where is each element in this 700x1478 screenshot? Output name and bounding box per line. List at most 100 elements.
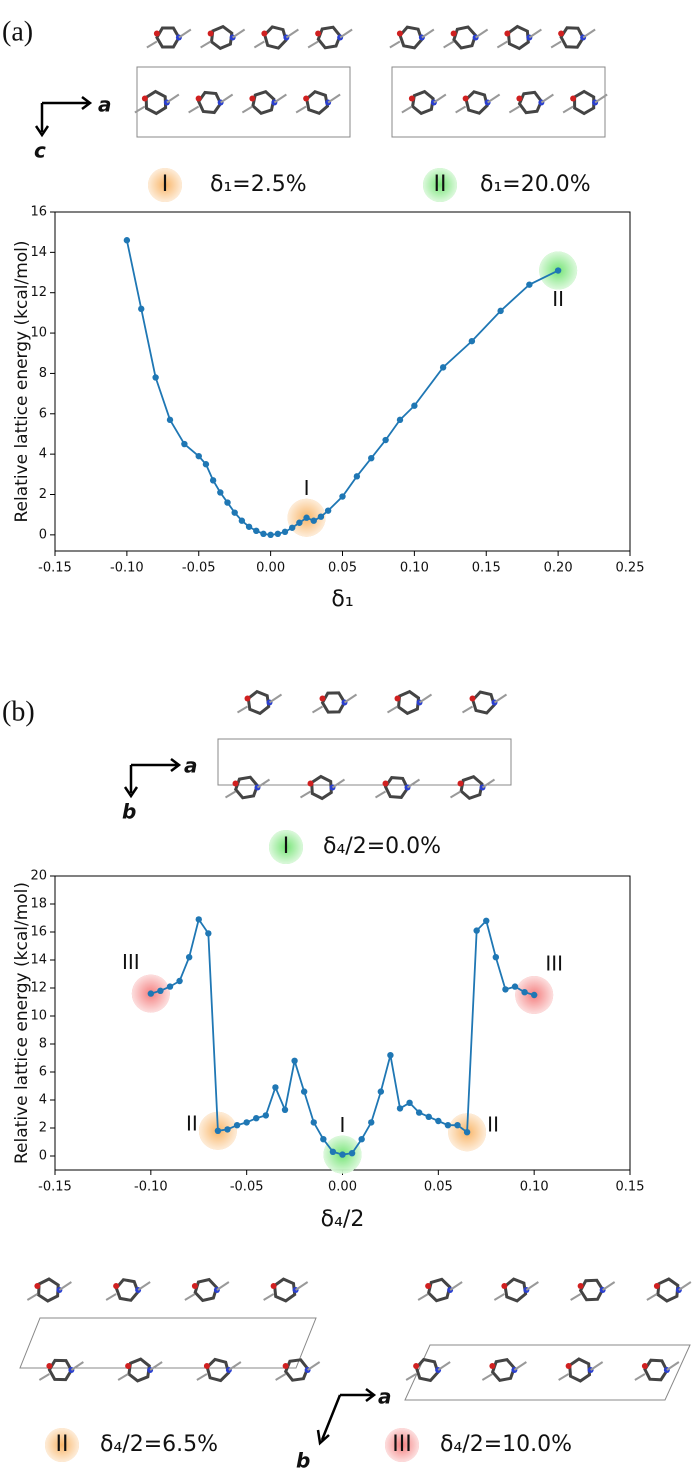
atom — [125, 1363, 132, 1369]
y-tick-label: 12 — [30, 285, 47, 300]
x-tick-label: -0.10 — [134, 1180, 168, 1195]
x-tick-label: -0.15 — [38, 1180, 72, 1195]
x-tick-label: -0.05 — [230, 1180, 264, 1195]
data-point — [497, 307, 504, 315]
structure-marker-fade — [385, 1428, 419, 1462]
bond — [558, 1373, 570, 1381]
atom — [408, 95, 415, 102]
atom — [577, 1283, 584, 1289]
axis-name: b — [122, 800, 136, 824]
bond — [137, 1281, 151, 1291]
x-tick-label: 0.00 — [328, 1180, 357, 1195]
axis-name: a — [184, 754, 198, 778]
data-point — [185, 954, 193, 961]
bond — [550, 40, 562, 49]
data-point — [224, 499, 231, 506]
bond — [295, 1281, 309, 1291]
atom — [232, 780, 239, 787]
data-point — [214, 1127, 222, 1135]
axis-name: b — [296, 1449, 310, 1473]
data-point — [224, 1126, 231, 1133]
data-line — [125, 240, 559, 536]
atom — [450, 30, 457, 37]
data-point — [166, 983, 174, 990]
y-tick-label: 10 — [30, 326, 47, 341]
molecule-ring — [452, 25, 478, 50]
data-point — [233, 1122, 241, 1129]
molecule-ring — [414, 1357, 440, 1383]
molecule-ring — [196, 90, 223, 115]
bond — [236, 705, 249, 714]
data-point — [253, 1115, 260, 1122]
bond — [307, 40, 319, 49]
data-point — [202, 461, 210, 468]
x-tick-label: -0.15 — [38, 561, 72, 576]
atom — [504, 30, 511, 37]
molecule-ring — [568, 1357, 592, 1383]
bond — [406, 778, 421, 789]
structure-marker-label: II — [56, 1432, 69, 1457]
bond — [401, 105, 413, 114]
highlight-label: I — [304, 476, 310, 500]
data-point — [329, 1148, 337, 1156]
data-point — [492, 954, 500, 961]
data-point — [195, 916, 202, 923]
data-point — [396, 416, 404, 424]
y-tick-label: 0 — [39, 527, 47, 542]
y-tick-label: 8 — [39, 366, 47, 381]
y-tick-label: 12 — [30, 981, 47, 996]
molecule-ring — [155, 26, 181, 49]
data-point — [353, 473, 361, 480]
molecule-ring — [47, 1358, 74, 1382]
data-point — [454, 1122, 461, 1129]
atom — [141, 95, 148, 102]
molecule-ring — [233, 775, 260, 800]
atom — [303, 95, 310, 102]
atom — [315, 30, 322, 37]
data-point — [243, 1119, 250, 1126]
bond — [327, 93, 341, 104]
molecule-ring — [490, 1357, 516, 1383]
bond — [105, 1293, 117, 1301]
bond — [232, 28, 246, 39]
x-tick-label: 0.05 — [424, 1180, 453, 1195]
atom — [46, 1363, 53, 1369]
bond — [188, 105, 200, 114]
x-axis-label: δ₄/2 — [321, 1207, 365, 1232]
bond — [268, 693, 283, 704]
y-tick-label: 4 — [39, 1093, 47, 1108]
molecule-ring — [506, 24, 530, 51]
data-point — [152, 374, 159, 381]
molecule-ring — [410, 89, 435, 116]
bond — [256, 778, 271, 789]
x-tick-label: 0.05 — [328, 561, 357, 576]
bond — [166, 93, 180, 104]
molecule-ring — [396, 689, 421, 716]
bond — [666, 1361, 680, 1371]
data-point — [310, 517, 317, 524]
data-point — [267, 531, 274, 539]
y-tick-label: 10 — [30, 1009, 47, 1024]
highlight-label: III — [122, 950, 140, 974]
x-tick-label: 0.00 — [256, 561, 285, 576]
bond — [594, 93, 608, 104]
bond — [331, 778, 346, 789]
bond — [540, 93, 554, 104]
atom — [641, 1363, 648, 1369]
panel-label: (a) — [2, 16, 33, 47]
data-point — [411, 402, 418, 409]
y-axis-label: Relative lattice energy (kcal/mol) — [12, 882, 32, 1164]
data-point — [300, 1088, 308, 1095]
data-point — [288, 524, 296, 531]
data-point — [260, 530, 267, 538]
bond — [487, 93, 501, 104]
data-point — [262, 1112, 270, 1119]
axis-name: a — [378, 1385, 392, 1409]
bond — [275, 1373, 287, 1381]
atom — [307, 780, 314, 787]
data-point — [324, 507, 332, 514]
bond — [461, 705, 474, 714]
molecule-ring — [144, 89, 168, 116]
data-point — [291, 1057, 298, 1065]
